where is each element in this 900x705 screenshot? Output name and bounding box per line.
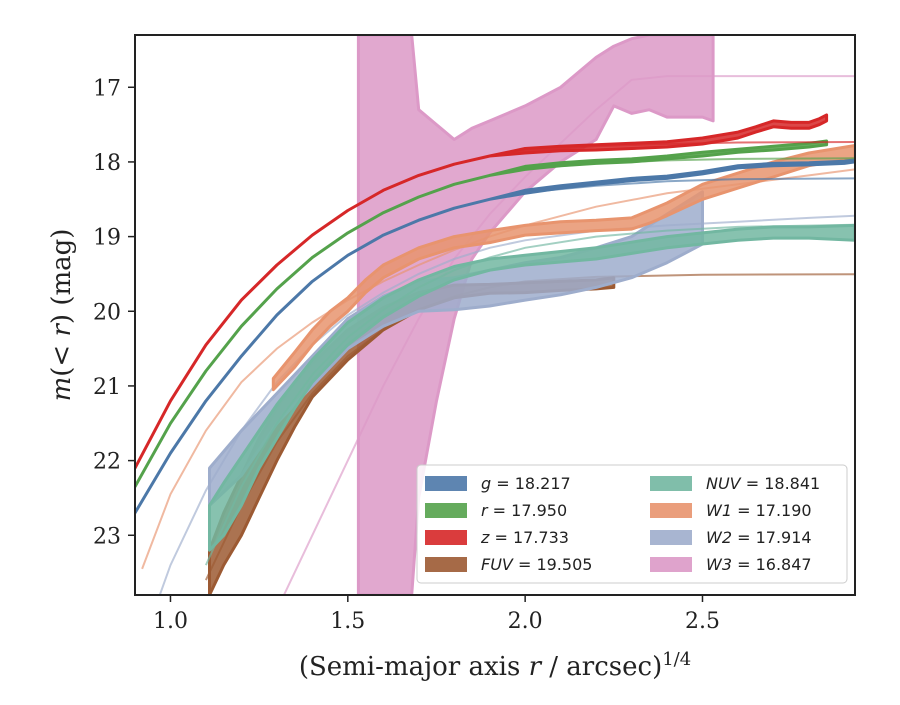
series-nuv bbox=[204, 223, 855, 566]
x-tick-label: 2.5 bbox=[685, 609, 720, 634]
series-g bbox=[135, 158, 855, 515]
legend-swatch bbox=[650, 557, 692, 572]
y-tick-label: 18 bbox=[93, 151, 121, 176]
y-axis: 17 18 19 20 21 22 23 bbox=[93, 76, 135, 549]
y-axis-label: m(< r) (mag) bbox=[47, 229, 77, 402]
series-w1 bbox=[141, 144, 855, 570]
x-tick-label: 1.5 bbox=[330, 609, 365, 634]
plot-frame bbox=[134, 34, 856, 596]
legend-swatch bbox=[425, 503, 467, 518]
y-tick-label: 19 bbox=[93, 226, 121, 251]
x-axis: 1.0 1.5 2.0 2.5 bbox=[153, 595, 720, 634]
legend-label: W3 = 16.847 bbox=[706, 555, 812, 574]
data-band-z bbox=[135, 113, 829, 470]
legend-label: z = 17.733 bbox=[480, 528, 569, 547]
legend-label: FUV = 19.505 bbox=[481, 555, 592, 574]
legend-entry-w3: W3 = 16.847 bbox=[650, 555, 812, 574]
legend: g = 18.217 r = 17.950 z = 17.733 FUV = 19.5… bbox=[416, 464, 848, 584]
x-tick-label: 2.0 bbox=[508, 609, 543, 634]
legend-label: W1 = 17.190 bbox=[706, 501, 812, 520]
legend-swatch bbox=[650, 476, 692, 491]
legend-swatch bbox=[425, 557, 467, 572]
series-layer bbox=[135, 35, 855, 595]
legend-swatch bbox=[650, 503, 692, 518]
series-w3 bbox=[282, 35, 855, 595]
y-tick-label: 20 bbox=[93, 300, 121, 325]
legend-entry-z: z = 17.733 bbox=[425, 528, 569, 547]
legend-swatch bbox=[425, 476, 467, 491]
x-tick-label: 1.0 bbox=[153, 609, 188, 634]
y-tick-label: 22 bbox=[93, 450, 121, 475]
legend-entry-nuv: NUV = 18.841 bbox=[650, 474, 820, 493]
legend-swatch bbox=[650, 530, 692, 545]
legend-swatch bbox=[425, 530, 467, 545]
series-z bbox=[135, 113, 855, 470]
legend-entry-w2: W2 = 17.914 bbox=[650, 528, 812, 547]
legend-entry-w1: W1 = 17.190 bbox=[650, 501, 812, 520]
legend-label: g = 18.217 bbox=[481, 474, 571, 493]
legend-label: NUV = 18.841 bbox=[706, 474, 820, 493]
y-tick-label: 17 bbox=[93, 76, 121, 101]
data-band-w1 bbox=[271, 144, 855, 392]
legend-frame bbox=[416, 464, 848, 584]
data-band-w3 bbox=[356, 35, 715, 595]
legend-label: r = 17.950 bbox=[481, 501, 567, 520]
legend-entry-g: g = 18.217 bbox=[425, 474, 571, 493]
data-band-nuv bbox=[208, 223, 855, 552]
y-tick-label: 23 bbox=[93, 524, 121, 549]
legend-entry-r: r = 17.950 bbox=[425, 501, 567, 520]
legend-label: W2 = 17.914 bbox=[706, 528, 812, 547]
legend-entry-fuv: FUV = 19.505 bbox=[425, 555, 592, 574]
y-tick-label: 21 bbox=[93, 375, 121, 400]
x-axis-label: (Semi-major axis r / arcsec)1/4 bbox=[299, 649, 691, 682]
data-band-g bbox=[135, 158, 855, 515]
